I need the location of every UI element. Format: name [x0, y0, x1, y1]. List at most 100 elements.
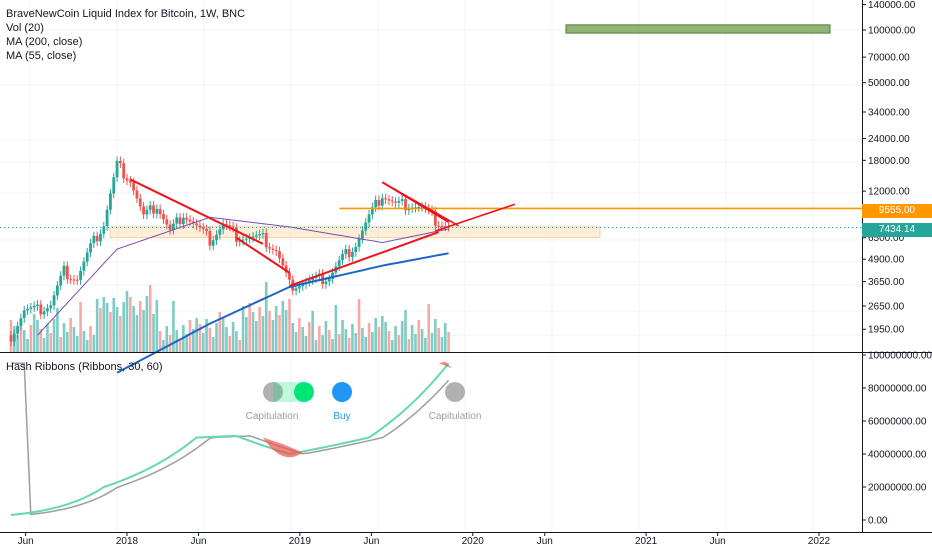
price-label: 50000.00 [868, 78, 910, 89]
candle [301, 284, 305, 287]
candle [185, 217, 189, 220]
candle [49, 305, 53, 309]
candle [400, 199, 404, 201]
candle [145, 209, 149, 215]
volume-bar [241, 306, 245, 352]
volume-bar [192, 329, 195, 352]
time-label: Jun [190, 536, 206, 547]
volume-bar [69, 318, 72, 352]
candle [357, 238, 361, 247]
volume-bar [294, 332, 298, 352]
capitulation-area [262, 437, 303, 458]
volume-bar [99, 308, 102, 352]
candle [341, 253, 344, 261]
volume-bar [387, 331, 391, 352]
capitulation-label: Capitulation [246, 411, 299, 422]
candle [235, 227, 238, 242]
volume-bar [380, 316, 384, 352]
candle [281, 258, 285, 266]
price-label: 70000.00 [868, 53, 910, 64]
candle [122, 163, 126, 179]
candle [138, 198, 142, 207]
volume-bar [92, 335, 96, 352]
hash-ribbons-pane[interactable]: Capitulation Buy Capitulation [10, 361, 481, 516]
volume-bar [109, 312, 112, 352]
capitulation-dot-2 [445, 382, 465, 402]
candle [218, 229, 222, 235]
volume-bar [218, 312, 222, 352]
price-tag-orange: 9555.00 [862, 204, 932, 218]
candle [85, 252, 89, 262]
volume-bar [39, 329, 43, 352]
volume-bar [129, 297, 132, 352]
volume-bar [407, 339, 411, 352]
candle [351, 251, 354, 258]
candle [99, 233, 102, 242]
candle [284, 265, 288, 273]
volume-bar [304, 336, 308, 352]
volume-bar [26, 339, 29, 352]
price-label: 140000.00 [868, 0, 916, 11]
volume-bar [172, 301, 175, 352]
grid [0, 0, 862, 532]
candle [347, 249, 351, 258]
candle [22, 310, 26, 319]
volume-bar [211, 337, 215, 352]
volume-bar [321, 335, 324, 352]
volume-bar [364, 337, 368, 352]
volume-bar [138, 301, 142, 352]
volume-bar [314, 340, 318, 352]
volume-bar [201, 333, 205, 352]
volume-bar [410, 325, 414, 352]
buy-label: Buy [333, 411, 350, 422]
volume-bar [424, 338, 427, 352]
candle [384, 198, 388, 200]
candle [367, 214, 371, 223]
volume-bar [62, 323, 66, 352]
candle [165, 219, 169, 225]
volume-bar [165, 326, 169, 352]
volume-bar [318, 326, 321, 352]
volume-bar [298, 318, 301, 352]
volume-bar [245, 317, 248, 352]
price-label: 24000.00 [868, 134, 910, 145]
volume-bar [42, 338, 46, 352]
candle [288, 272, 291, 280]
volume-bar [119, 316, 122, 352]
price-label: 1950.00 [868, 325, 905, 336]
candle [397, 200, 401, 203]
candle [327, 278, 331, 282]
volume-bar [142, 310, 145, 352]
candle [344, 249, 348, 254]
volume-bar [377, 327, 381, 352]
buy-dot [332, 382, 352, 402]
price-pane[interactable] [0, 24, 862, 374]
volume-bar [443, 323, 447, 352]
time-label: 2020 [462, 536, 485, 547]
volume-bar [125, 291, 129, 352]
candle [72, 279, 76, 281]
candle [42, 311, 46, 315]
volume-bar [384, 322, 387, 352]
volume-bar [357, 299, 361, 352]
volume-bar [427, 304, 431, 352]
volume-bar [195, 318, 198, 352]
volume-bar [135, 315, 139, 352]
volume-bar [16, 335, 19, 352]
candle [82, 261, 86, 271]
candle [374, 200, 378, 208]
volume-bar [228, 336, 232, 352]
volume-bar [374, 318, 377, 352]
volume-bar [46, 324, 49, 352]
volume-bar [251, 312, 255, 352]
candle [125, 178, 129, 181]
candle [132, 182, 136, 191]
legend-ma55: MA (55, close) [6, 50, 77, 62]
volume-bar [59, 337, 62, 352]
volume-bar [397, 335, 401, 352]
price-label: 12000.00 [868, 187, 910, 198]
hash-ribbon-slow [11, 362, 450, 516]
volume-bar [95, 299, 99, 352]
candle [142, 206, 145, 215]
